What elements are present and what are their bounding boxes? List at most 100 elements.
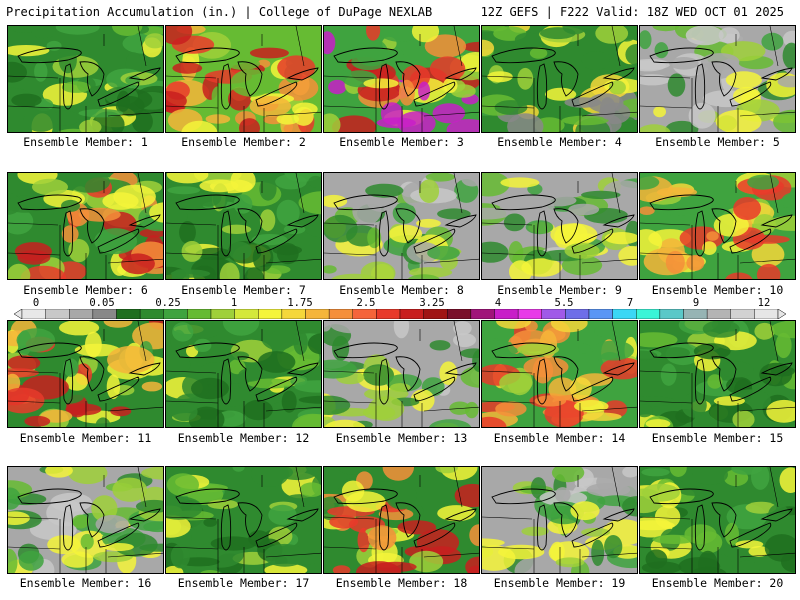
precip-blob xyxy=(425,173,455,182)
lake-outline xyxy=(444,508,477,522)
state-border xyxy=(166,105,219,109)
precip-blob xyxy=(517,67,534,90)
state-border xyxy=(166,516,217,520)
lake-outline xyxy=(413,376,456,402)
ensemble-member-label: Ensemble Member: 13 xyxy=(335,431,468,445)
precip-blob xyxy=(332,565,351,573)
lake-outline xyxy=(175,47,240,64)
precip-blob xyxy=(503,213,526,232)
ensemble-member-label: Ensemble Member: 14 xyxy=(493,431,626,445)
lake-outline xyxy=(602,508,635,522)
state-border xyxy=(324,252,377,256)
precip-blob xyxy=(166,91,187,111)
precip-blob xyxy=(263,543,306,567)
precip-blob xyxy=(509,260,533,279)
precip-blob xyxy=(324,194,348,208)
precip-blob xyxy=(166,354,191,375)
ensemble-member-label: Ensemble Member: 2 xyxy=(181,135,306,149)
colorbar-swatch xyxy=(612,309,637,319)
precip-blob xyxy=(187,321,223,339)
precip-blob xyxy=(581,51,610,71)
precip-blob xyxy=(232,467,245,472)
precip-blob xyxy=(679,486,711,496)
precip-blob xyxy=(298,395,321,404)
precip-blob xyxy=(460,52,479,72)
ensemble-member-label: Ensemble Member: 15 xyxy=(651,431,784,445)
lake-outline xyxy=(79,208,105,244)
state-border xyxy=(640,370,691,374)
lake-outline xyxy=(62,504,74,551)
lake-outline xyxy=(760,508,793,522)
colorbar-swatch xyxy=(210,309,235,319)
precip-blob xyxy=(210,536,257,551)
precip-blob xyxy=(230,173,256,193)
lake-outline xyxy=(79,356,105,392)
precip-blob xyxy=(408,274,440,279)
precip-blob xyxy=(8,208,34,235)
colorbar-swatch xyxy=(139,309,164,319)
precip-blob xyxy=(8,193,21,215)
colorbar-tick-label: 4 xyxy=(494,297,502,309)
precip-blob xyxy=(8,387,45,414)
precip-blob xyxy=(688,102,716,129)
ensemble-member-label: Ensemble Member: 5 xyxy=(655,135,780,149)
precip-blob xyxy=(427,245,460,261)
lake-outline xyxy=(128,214,161,228)
lake-outline xyxy=(220,358,232,405)
state-border xyxy=(739,111,795,117)
state-border xyxy=(482,546,535,550)
precip-blob xyxy=(368,525,397,551)
precip-blob xyxy=(640,30,652,50)
precip-blob xyxy=(751,241,785,268)
precip-field-map xyxy=(166,26,321,132)
state-border xyxy=(265,111,321,117)
lake-outline xyxy=(17,342,82,359)
ensemble-map-panel xyxy=(7,466,164,574)
state-border xyxy=(107,111,163,117)
lake-outline xyxy=(444,214,477,228)
state-border xyxy=(8,400,61,404)
colorbar-swatch xyxy=(21,309,46,319)
precip-blob xyxy=(251,467,289,487)
precip-blob xyxy=(554,487,571,503)
lake-outline xyxy=(553,502,579,538)
precip-blob xyxy=(461,173,479,187)
precip-blob xyxy=(32,178,68,196)
precip-blob xyxy=(166,26,193,45)
precip-blob xyxy=(525,220,554,235)
colorbar-tick-label: 0.25 xyxy=(155,297,181,309)
precip-blob xyxy=(11,93,42,108)
precip-blob xyxy=(379,26,421,42)
precip-blob xyxy=(243,399,273,421)
precip-blob xyxy=(463,41,479,52)
precip-blob xyxy=(692,467,728,485)
precip-blob xyxy=(748,546,770,557)
precip-blob xyxy=(756,263,781,279)
precip-blob xyxy=(654,42,669,59)
state-border xyxy=(611,26,621,67)
ensemble-member-label: Ensemble Member: 17 xyxy=(177,576,310,590)
precip-blob xyxy=(429,56,466,82)
precip-blob xyxy=(725,272,753,279)
lake-outline xyxy=(237,356,263,392)
precip-blob xyxy=(304,217,321,238)
lake-outline xyxy=(128,508,161,522)
lake-outline xyxy=(536,358,548,405)
precip-blob xyxy=(640,332,678,348)
colorbar-swatch xyxy=(305,309,330,319)
state-border xyxy=(769,26,779,67)
precip-blob xyxy=(195,247,233,260)
ensemble-member-label: Ensemble Member: 8 xyxy=(339,283,464,297)
colorbar-swatch xyxy=(541,309,566,319)
precip-blob xyxy=(600,97,616,120)
lake-outline xyxy=(571,376,614,402)
lake-outline xyxy=(729,376,772,402)
lake-outline xyxy=(97,228,140,254)
lake-outline xyxy=(553,61,579,97)
precip-blob xyxy=(107,345,155,374)
state-border xyxy=(295,173,305,214)
precip-blob xyxy=(713,213,749,237)
state-border xyxy=(581,406,637,412)
lake-outline xyxy=(97,376,140,402)
precip-blob xyxy=(732,560,761,573)
